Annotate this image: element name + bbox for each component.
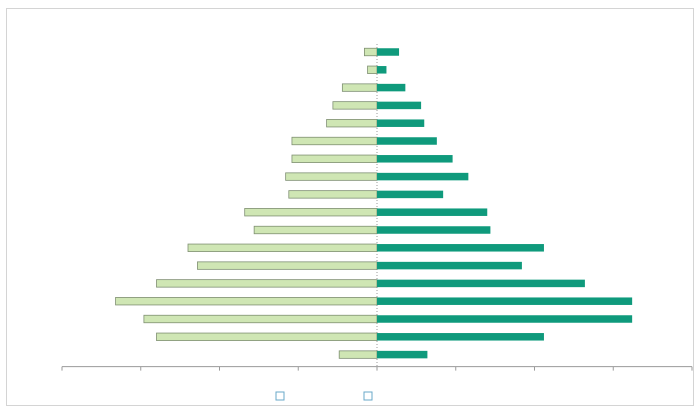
left-bar [197, 261, 378, 270]
left-bar [288, 190, 378, 199]
right-bar [377, 226, 491, 234]
right-bar [377, 315, 633, 323]
right-bar [377, 48, 400, 56]
left-bar [338, 350, 378, 359]
right-bar [377, 137, 437, 145]
right-bar [377, 83, 406, 92]
chart-legend [275, 391, 373, 401]
right-bar [377, 66, 387, 74]
left-bar [291, 154, 378, 163]
left-bar [253, 225, 378, 235]
right-bar [377, 297, 633, 305]
right-bar [377, 333, 544, 341]
right-bar [377, 190, 444, 199]
right-bar [377, 261, 522, 270]
right-bar [377, 350, 428, 359]
left-bar [156, 279, 378, 288]
right-bar [377, 119, 425, 127]
left-bar [187, 243, 378, 252]
left-bar [291, 136, 378, 146]
legend-marker-left-series [275, 391, 285, 401]
right-bar [377, 101, 422, 110]
left-bar [341, 83, 378, 92]
left-bar [244, 208, 378, 217]
left-bar [332, 101, 378, 110]
right-bar [377, 155, 453, 163]
left-bar [156, 332, 378, 341]
left-bar [367, 65, 378, 74]
left-bar [326, 119, 378, 128]
right-bar [377, 172, 469, 181]
left-bar [363, 47, 378, 57]
right-bar [377, 208, 488, 216]
left-bar [115, 297, 378, 306]
right-bar [377, 244, 544, 252]
right-bar [377, 279, 585, 288]
legend-marker-right-series [363, 391, 373, 401]
left-series-bars [115, 47, 378, 359]
chart-axes [61, 44, 693, 371]
left-bar [285, 172, 378, 181]
right-series-bars [377, 48, 633, 359]
left-bar [143, 314, 378, 324]
